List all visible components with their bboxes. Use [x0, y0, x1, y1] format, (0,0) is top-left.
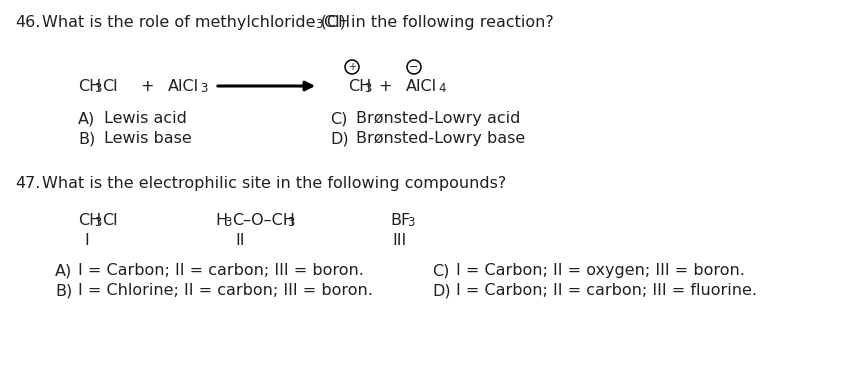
Text: What is the electrophilic site in the following compounds?: What is the electrophilic site in the fo…: [42, 176, 506, 191]
Text: −: −: [409, 62, 418, 72]
Text: 3: 3: [364, 82, 371, 95]
Text: C): C): [432, 263, 449, 278]
Text: I = Carbon; II = oxygen; III = boron.: I = Carbon; II = oxygen; III = boron.: [456, 263, 745, 278]
Text: 3: 3: [224, 216, 232, 229]
Text: 3: 3: [94, 82, 101, 95]
Text: C–O–CH: C–O–CH: [232, 213, 295, 228]
Text: Cl: Cl: [102, 79, 118, 94]
Text: What is the role of methylchloride (CH: What is the role of methylchloride (CH: [42, 15, 350, 30]
Text: 3: 3: [407, 216, 414, 229]
Text: I = Chlorine; II = carbon; III = boron.: I = Chlorine; II = carbon; III = boron.: [78, 283, 373, 298]
Text: Brønsted-Lowry base: Brønsted-Lowry base: [356, 131, 525, 146]
Text: A): A): [55, 263, 72, 278]
Text: +: +: [348, 62, 356, 72]
Text: II: II: [235, 233, 245, 248]
Text: D): D): [432, 283, 451, 298]
Text: I: I: [84, 233, 89, 248]
Text: D): D): [330, 131, 348, 146]
Text: Cl: Cl: [102, 213, 118, 228]
Text: I = Carbon; II = carbon; III = fluorine.: I = Carbon; II = carbon; III = fluorine.: [456, 283, 757, 298]
Text: B): B): [78, 131, 95, 146]
Text: CH: CH: [348, 79, 371, 94]
Text: AlCl: AlCl: [168, 79, 199, 94]
Text: I = Carbon; II = carbon; III = boron.: I = Carbon; II = carbon; III = boron.: [78, 263, 364, 278]
Text: +: +: [378, 79, 392, 94]
Text: 3: 3: [287, 216, 295, 229]
Text: 46.: 46.: [15, 15, 40, 30]
Text: Brønsted-Lowry acid: Brønsted-Lowry acid: [356, 111, 521, 126]
Text: 4: 4: [438, 82, 446, 95]
Text: C): C): [330, 111, 348, 126]
Text: B): B): [55, 283, 72, 298]
Text: Lewis acid: Lewis acid: [104, 111, 187, 126]
Text: 3: 3: [315, 18, 322, 31]
Text: BF: BF: [390, 213, 411, 228]
Text: Cl) in the following reaction?: Cl) in the following reaction?: [324, 15, 554, 30]
Text: 47.: 47.: [15, 176, 40, 191]
Text: A): A): [78, 111, 95, 126]
Text: 3: 3: [200, 82, 207, 95]
Text: AlCl: AlCl: [406, 79, 437, 94]
Text: +: +: [140, 79, 153, 94]
Text: CH: CH: [78, 213, 101, 228]
Text: H: H: [215, 213, 227, 228]
Text: 3: 3: [94, 216, 101, 229]
Text: III: III: [392, 233, 406, 248]
Text: Lewis base: Lewis base: [104, 131, 192, 146]
Text: CH: CH: [78, 79, 101, 94]
